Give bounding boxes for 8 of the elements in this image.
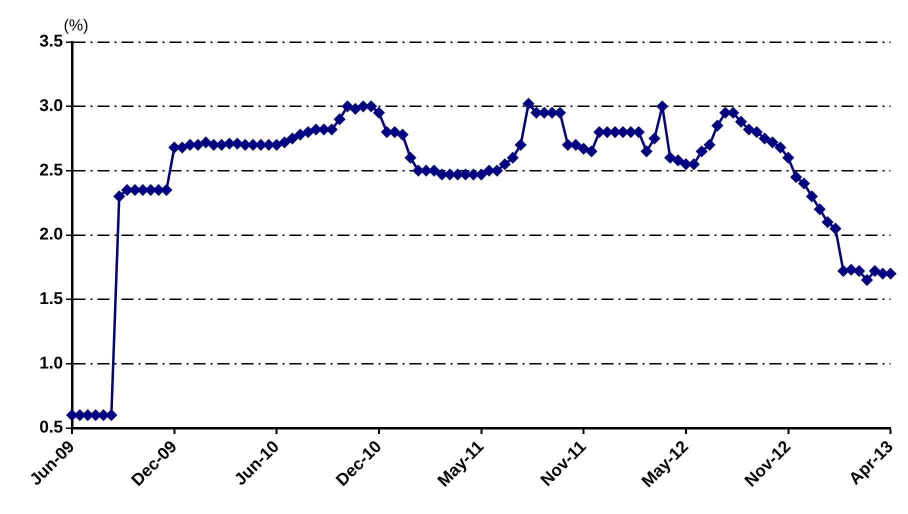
y-tick-label: 1.0 (39, 353, 63, 372)
y-tick-label: 2.0 (39, 224, 63, 244)
y-tick-label: 2.5 (39, 160, 63, 180)
y-tick-label: 1.5 (39, 289, 63, 308)
y-tick-label: 0.5 (39, 418, 63, 437)
y-axis-title: (%) (64, 17, 88, 34)
y-tick-label: 3.0 (39, 96, 63, 116)
y-tick-label: 3.5 (39, 32, 63, 51)
